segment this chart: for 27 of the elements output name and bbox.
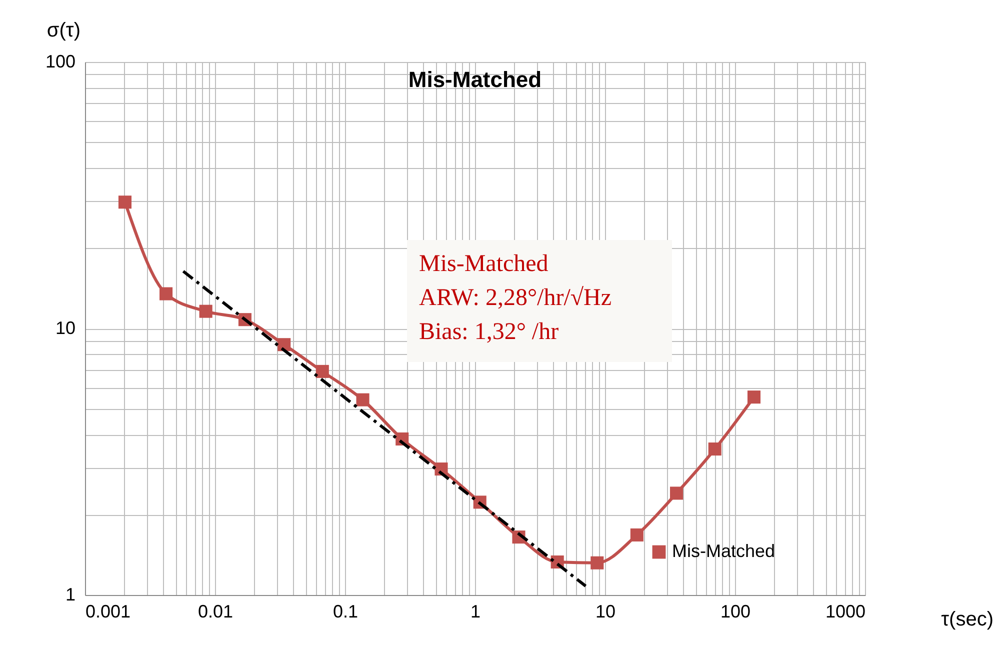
annotation: Mis-Matched	[419, 251, 548, 277]
x-tick-label: 0.1	[332, 602, 358, 622]
point	[278, 338, 291, 352]
x-tick-label: 0.01	[198, 602, 234, 622]
annotation: Bias: 1,32° /hr	[419, 319, 559, 345]
annotation: ARW: 2,28°/hr/√Hz	[419, 285, 612, 311]
y-tick-label: 100	[45, 52, 76, 72]
y-tick-label: 10	[55, 318, 76, 338]
x-tick-label: 0.001	[86, 602, 131, 622]
y-tick-label: 1	[65, 584, 76, 604]
point	[708, 442, 722, 456]
x-tick-label: 1000	[825, 602, 866, 622]
point	[316, 364, 329, 378]
y-axis-title: σ(τ)	[46, 20, 80, 42]
point	[356, 393, 370, 406]
chart-title: Mis-Matched	[408, 67, 542, 92]
point	[747, 390, 761, 404]
x-tick-label: 1	[470, 602, 481, 622]
x-tick-label: 10	[595, 602, 616, 622]
x-tick-label: 100	[720, 602, 751, 622]
point	[590, 556, 604, 570]
point	[630, 528, 644, 542]
legend-label: Mis-Matched	[672, 541, 776, 561]
point	[160, 287, 173, 300]
point	[670, 486, 684, 500]
x-axis-title: τ(sec)	[941, 608, 994, 630]
point	[199, 304, 212, 318]
